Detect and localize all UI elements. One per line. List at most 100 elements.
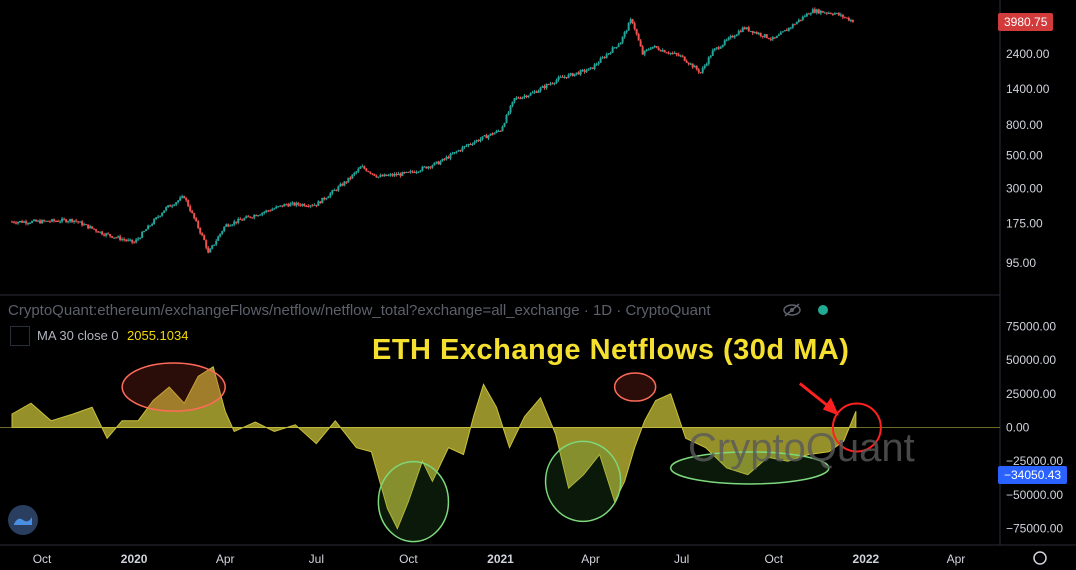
candle-body bbox=[583, 69, 586, 72]
candle-body bbox=[139, 237, 142, 239]
candle-body bbox=[653, 46, 656, 48]
candle-body bbox=[761, 35, 764, 37]
candle-body bbox=[257, 215, 260, 217]
candle-body bbox=[417, 171, 420, 173]
candle-body bbox=[111, 236, 114, 238]
price-tick-label: 175.00 bbox=[1006, 216, 1043, 230]
candle-body bbox=[701, 68, 704, 73]
candle-body bbox=[471, 143, 474, 145]
candle-body bbox=[795, 22, 798, 25]
candle-body bbox=[407, 171, 410, 173]
candle-body bbox=[247, 216, 250, 218]
candle-body bbox=[429, 166, 432, 168]
candle-body bbox=[531, 92, 534, 94]
candle-body bbox=[255, 215, 258, 217]
candle-body bbox=[415, 171, 418, 173]
red-highlight-ellipse bbox=[121, 362, 226, 412]
candle-body bbox=[389, 174, 392, 176]
candle-body bbox=[207, 247, 210, 253]
netflow-tick-label: 25000.00 bbox=[1006, 387, 1056, 401]
candle-body bbox=[541, 86, 544, 88]
candle-body bbox=[543, 86, 546, 89]
candle-body bbox=[791, 24, 794, 28]
candle-body bbox=[679, 55, 682, 57]
candle-body bbox=[483, 135, 486, 137]
candle-body bbox=[713, 48, 716, 51]
candle-body bbox=[231, 224, 234, 226]
candle-body bbox=[149, 225, 152, 227]
candle-body bbox=[513, 98, 516, 102]
candle-body bbox=[129, 239, 132, 241]
candle-body bbox=[263, 211, 266, 213]
candle-body bbox=[385, 174, 388, 176]
candle-body bbox=[213, 244, 216, 246]
price-tick-label: 300.00 bbox=[1006, 182, 1043, 196]
candle-body bbox=[61, 218, 64, 222]
candle-body bbox=[99, 231, 102, 233]
candle-body bbox=[115, 237, 118, 239]
candle-body bbox=[709, 55, 712, 58]
candle-body bbox=[715, 47, 718, 49]
candle-body bbox=[313, 204, 316, 206]
candle-body bbox=[775, 36, 778, 39]
candle-body bbox=[705, 63, 708, 66]
candle-body bbox=[203, 235, 206, 241]
candle-body bbox=[135, 239, 138, 243]
candle-body bbox=[293, 202, 296, 206]
candle-body bbox=[829, 12, 832, 14]
candle-body bbox=[613, 47, 616, 49]
candle-body bbox=[235, 221, 238, 223]
candle-body bbox=[15, 222, 18, 224]
eye-off-icon[interactable] bbox=[782, 303, 802, 317]
time-tick-label: Apr bbox=[581, 552, 600, 566]
candle-body bbox=[549, 83, 552, 85]
candle-body bbox=[331, 190, 334, 194]
candle-body bbox=[93, 228, 96, 230]
candle-body bbox=[353, 172, 356, 175]
candle-body bbox=[237, 218, 240, 223]
candle-body bbox=[563, 76, 566, 78]
candle-body bbox=[755, 32, 758, 34]
candle-body bbox=[669, 52, 672, 54]
candle-body bbox=[697, 69, 700, 73]
candle-body bbox=[341, 184, 344, 186]
candle-body bbox=[589, 67, 592, 69]
candle-body bbox=[11, 221, 14, 223]
candle-body bbox=[835, 12, 838, 14]
candle-body bbox=[357, 168, 360, 172]
candle-body bbox=[637, 34, 640, 41]
indicator-settings-box[interactable] bbox=[10, 326, 30, 346]
candle-body bbox=[647, 49, 650, 51]
highlight-annotations bbox=[121, 362, 882, 543]
candle-body bbox=[673, 53, 676, 55]
candle-body bbox=[561, 76, 564, 78]
candle-body bbox=[73, 220, 76, 222]
settings-icon[interactable] bbox=[1033, 551, 1047, 565]
candle-body bbox=[809, 13, 812, 15]
candle-body bbox=[251, 217, 254, 219]
last-price-tag: 3980.75 bbox=[998, 13, 1054, 31]
candle-body bbox=[767, 38, 770, 40]
candle-body bbox=[105, 233, 108, 236]
candle-body bbox=[141, 232, 144, 238]
candle-body bbox=[439, 161, 442, 165]
candle-body bbox=[287, 204, 290, 207]
candle-body bbox=[283, 204, 286, 207]
candle-body bbox=[737, 31, 740, 35]
candle-body bbox=[399, 173, 402, 176]
candle-body bbox=[205, 240, 208, 248]
candle-body bbox=[127, 239, 130, 241]
candle-body bbox=[843, 17, 846, 19]
candle-body bbox=[69, 219, 72, 222]
netflow-tick-label: −75000.00 bbox=[1006, 522, 1063, 536]
candle-body bbox=[21, 221, 24, 223]
candle-body bbox=[339, 184, 342, 187]
candle-body bbox=[37, 220, 40, 222]
cryptoquant-logo-icon[interactable] bbox=[8, 505, 38, 535]
candle-body bbox=[27, 223, 30, 225]
candle-body bbox=[243, 218, 246, 221]
candle-body bbox=[433, 162, 436, 166]
candle-body bbox=[79, 221, 82, 223]
candle-body bbox=[371, 173, 374, 175]
